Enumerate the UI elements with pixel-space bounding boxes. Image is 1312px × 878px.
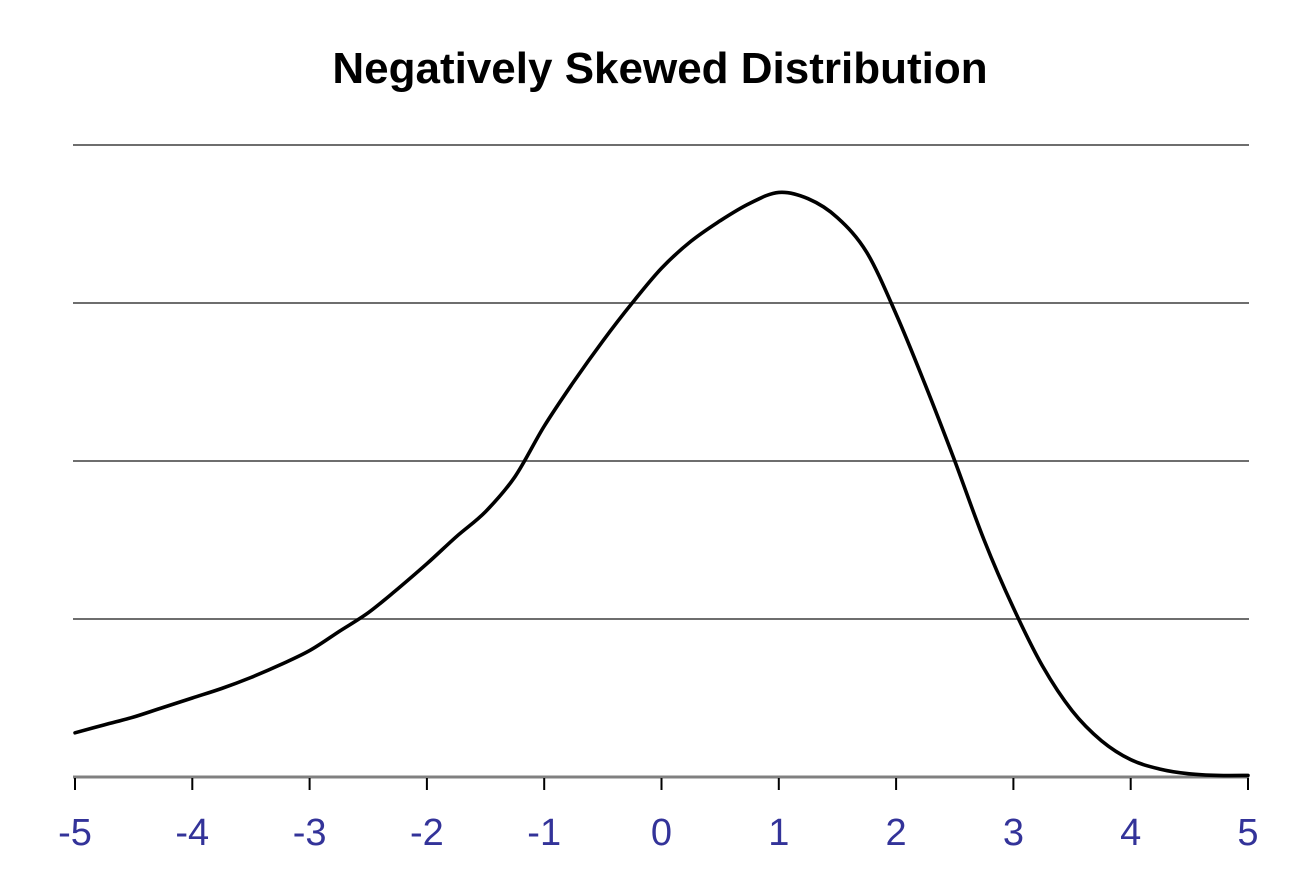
x-axis-tick-label: 5 [1237, 812, 1258, 854]
x-axis-ticks [74, 778, 1249, 790]
distribution-curve [73, 190, 1250, 778]
chart-title: Negatively Skewed Distribution [332, 44, 987, 93]
x-axis-tick-label: 2 [886, 812, 907, 854]
x-axis-tick-label: 1 [768, 812, 789, 854]
x-axis-tick-label: 4 [1120, 812, 1141, 854]
x-axis-tick-label: -2 [410, 812, 444, 854]
x-axis-tick-label: 0 [651, 812, 672, 854]
horizontal-gridlines [73, 144, 1249, 620]
x-axis-tick-label: -1 [527, 812, 561, 854]
x-axis-tick-label: -5 [58, 812, 92, 854]
x-axis-tick-labels: -5 -4 -3 -2 -1 0 1 2 3 4 5 [58, 812, 1258, 854]
x-axis-tick-label: -3 [293, 812, 327, 854]
x-axis-tick-label: -4 [175, 812, 209, 854]
x-axis-tick-label: 3 [1003, 812, 1024, 854]
